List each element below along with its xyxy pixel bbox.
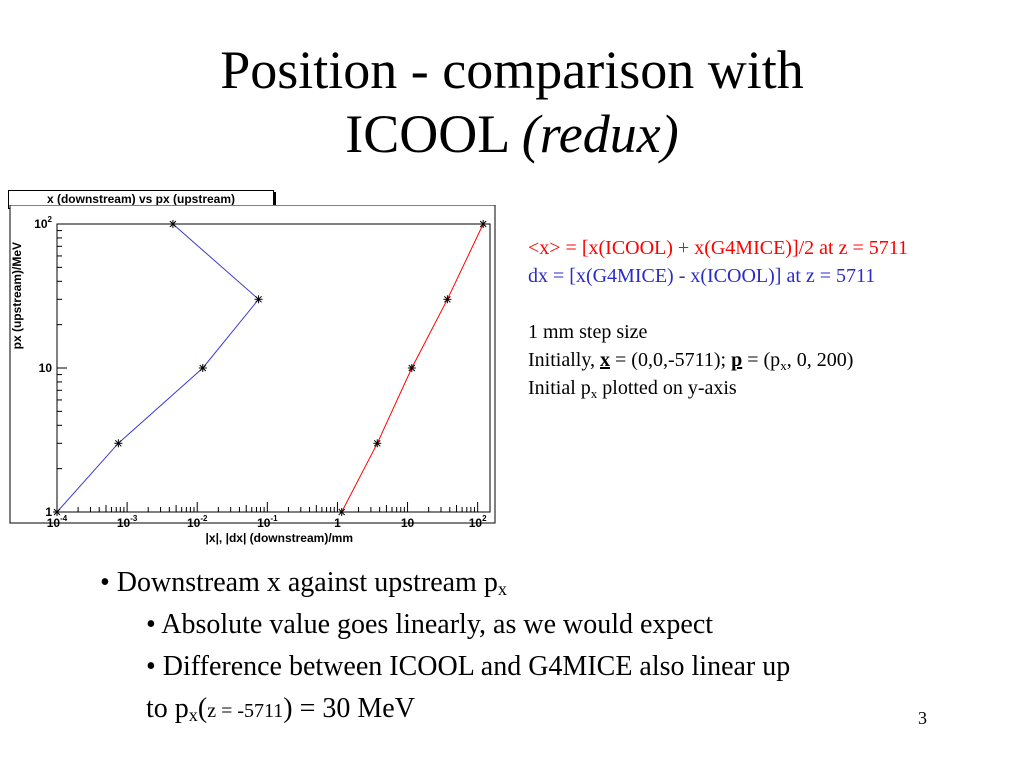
marker-stroke (444, 295, 451, 303)
marker-stroke (53, 508, 61, 516)
bullet-list: • Downstream x against upstream px • Abs… (100, 562, 790, 732)
data-point-marker (479, 220, 488, 228)
data-point-marker (407, 364, 416, 372)
bullet-item-continuation: to px(z = -5711) = 30 MeV (146, 688, 790, 732)
x-tick-label: 10 (401, 516, 415, 530)
bullet-text-small: z = -5711 (207, 700, 284, 722)
slide-title-plain: ICOOL (345, 104, 509, 164)
bullet-text: • Downstream x against upstream p (100, 567, 498, 598)
data-point-marker (337, 508, 346, 516)
bullet-item: • Absolute value goes linearly, as we wo… (146, 609, 714, 640)
notes-panel: <x> = [x(ICOOL) + x(G4MICE)]/2 at z = 57… (528, 234, 908, 402)
data-point-marker (168, 220, 177, 228)
note-step-size: 1 mm step size (528, 321, 648, 343)
note-text: plotted on y-axis (597, 377, 737, 399)
notes-spacer (528, 290, 908, 318)
x-tick-label: 10-1 (257, 514, 278, 530)
marker-stroke (479, 220, 487, 228)
bullet-item: • Difference between ICOOL and G4MICE al… (146, 651, 791, 682)
note-initial-px: Initial px plotted on y-axis (528, 374, 908, 402)
note-text: Initial p (528, 377, 591, 399)
note-subscript: x (590, 386, 598, 401)
note-x-vector: x (600, 349, 611, 371)
marker-stroke (169, 220, 177, 228)
slide-title-line2: ICOOL (redux) (0, 102, 1024, 166)
y-tick-label: 10 (39, 361, 53, 375)
x-tick-label: 10-3 (117, 514, 138, 530)
marker-stroke (338, 508, 346, 516)
data-point-marker (254, 295, 263, 304)
x-tick-label: 10-2 (187, 514, 208, 530)
chart-frame (9, 205, 496, 524)
note-dx: dx = [x(G4MICE) - x(ICOOL)] at z = 5711 (528, 265, 876, 287)
chart-axes: 10-4 10-3 10-2 10-1 1 10 102 1 10 102 (34, 215, 487, 530)
marker-stroke (199, 364, 207, 372)
x-tick-label: 102 (469, 514, 487, 530)
y-tick-label: 1 (45, 505, 52, 519)
page-number: 3 (918, 708, 927, 728)
data-point-marker (443, 295, 452, 304)
bullet-text: ) = 30 MeV (283, 693, 415, 724)
note-subscript: x (780, 358, 787, 373)
note-text: Initially, (528, 349, 601, 371)
chart-outer-frame (9, 205, 496, 524)
marker-stroke (114, 439, 122, 447)
bullet-item: • Downstream x against upstream px (100, 562, 790, 604)
bullet-subscript: x (497, 579, 507, 599)
note-text: = (0,0,-5711); (610, 349, 732, 371)
note-text: = (p (742, 349, 781, 371)
y-tick-label: 102 (34, 215, 52, 231)
slide-title: Position - comparison with ICOOL (redux) (0, 38, 1024, 166)
slide-title-line1: Position - comparison with (220, 40, 804, 100)
slide-title-italic: (redux) (521, 104, 679, 164)
marker-stroke (255, 295, 262, 303)
y-axis-label: px (upstream)/MeV (10, 242, 24, 349)
marker-stroke (373, 439, 381, 447)
data-point-marker (198, 364, 207, 372)
chart-series (53, 220, 488, 516)
chart: 10-4 10-3 10-2 10-1 1 10 102 1 10 102 |x|, |dx| (… (9, 205, 496, 545)
x-axis-label: |x|, |dx| (downstream)/mm (206, 531, 353, 545)
bullet-text: to p (146, 693, 189, 724)
data-point-marker (373, 439, 382, 448)
data-point-marker (114, 439, 123, 448)
bullet-text: ( (197, 693, 208, 724)
x-tick-label: 10-4 (47, 514, 68, 530)
marker-stroke (408, 364, 416, 372)
bullet-subscript: x (188, 705, 198, 725)
note-p-vector: p (731, 349, 743, 371)
note-mean-x: <x> = [x(ICOOL) + x(G4MICE)]/2 at z = 57… (528, 237, 909, 259)
data-point-marker (53, 508, 61, 516)
note-initial-conditions: Initially, x = (0,0,-5711); p = (px, 0, … (528, 346, 908, 374)
note-text: , 0, 200) (786, 349, 854, 371)
x-tick-label: 1 (334, 516, 341, 530)
